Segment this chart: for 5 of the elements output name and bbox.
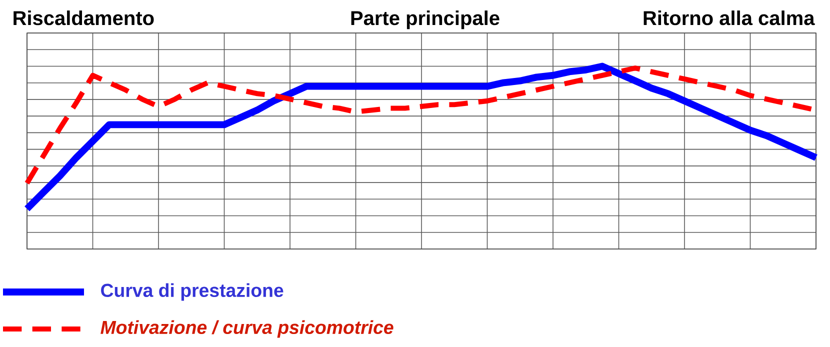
text: Parte principale [351, 10, 500, 30]
text: Riscaldamento [14, 10, 154, 26]
legend-label: Motivazione / curva psicomotrice [100, 320, 394, 338]
text: Ritorno alla calma [644, 10, 815, 26]
legend-label: Curva di prestazione [101, 283, 284, 301]
